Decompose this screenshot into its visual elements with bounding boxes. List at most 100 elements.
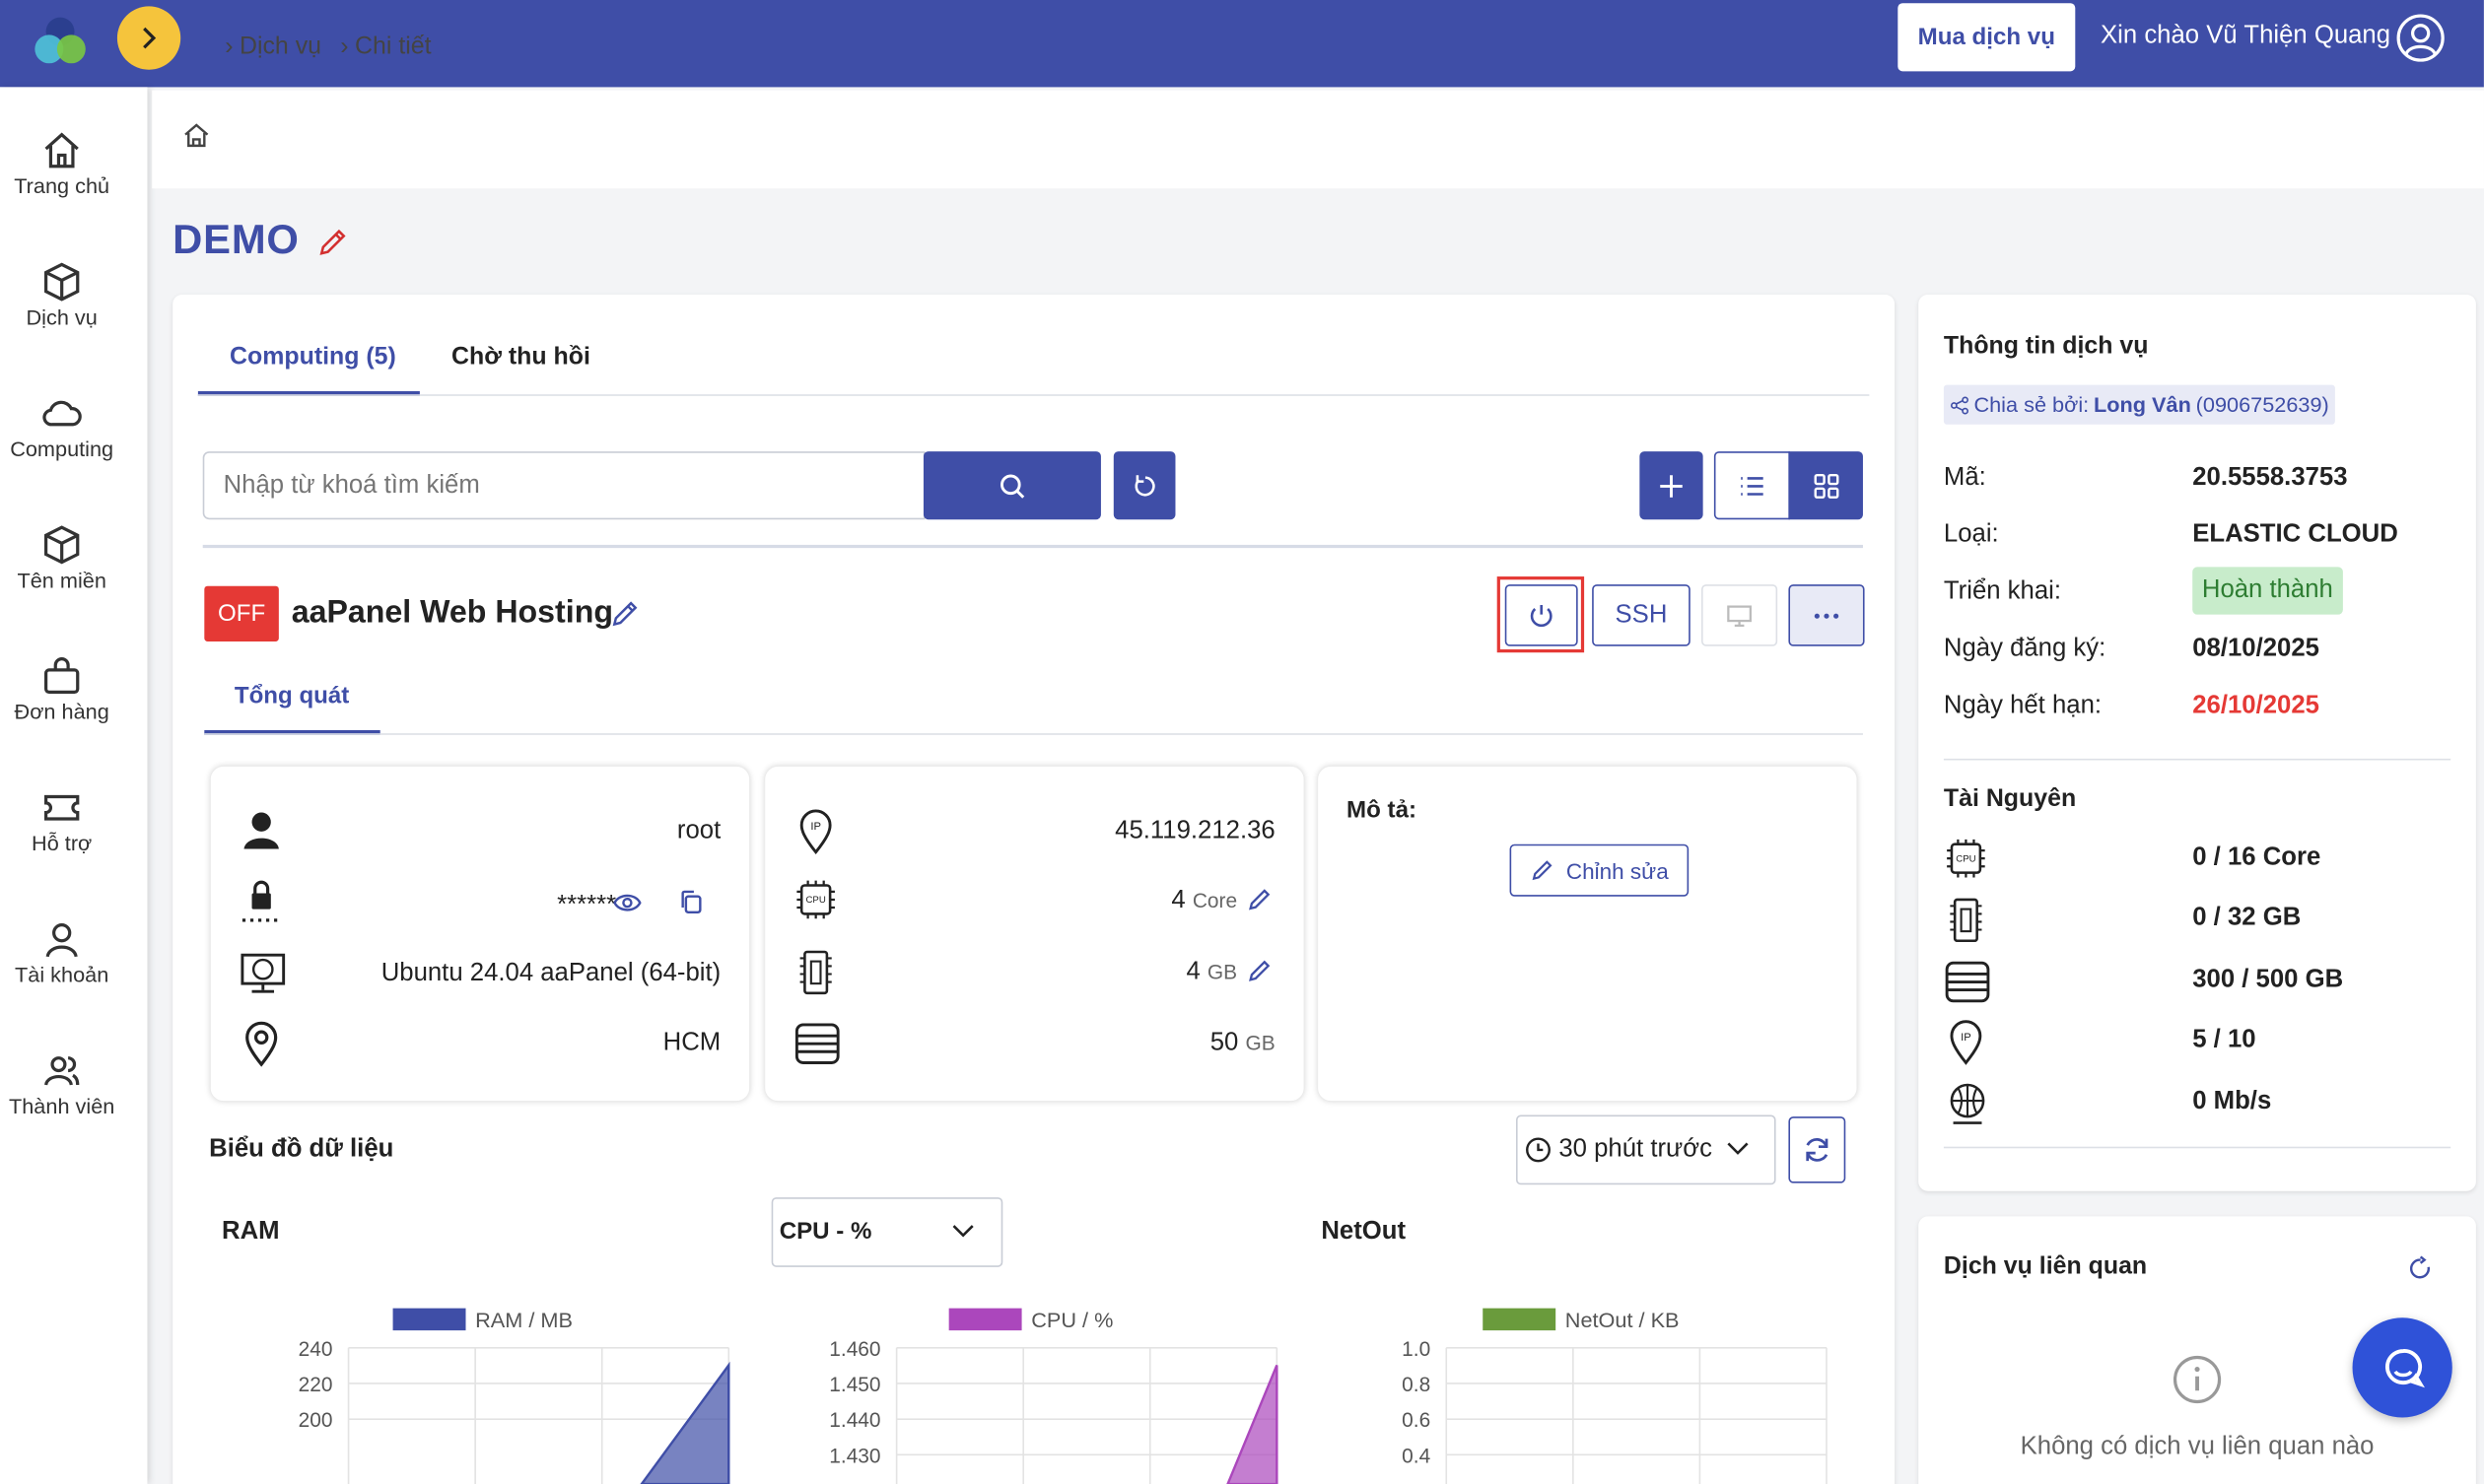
pencil-icon	[1532, 860, 1552, 881]
chevron-right-icon: ›	[225, 33, 234, 61]
home-icon[interactable]	[182, 122, 211, 149]
chat-icon	[2384, 1348, 2425, 1387]
tab-active-indicator	[197, 391, 420, 396]
edit-description-button[interactable]: Chỉnh sửa	[1509, 843, 1690, 897]
resource-bandwidth: 0 Mb/s	[1944, 1080, 2450, 1127]
ram-icon	[1950, 898, 1982, 943]
resource-bandwidth-value: 0 Mb/s	[2192, 1088, 2272, 1115]
sidebar-item-support[interactable]: Hỗ trợ	[0, 787, 123, 855]
resource-cpu: CPU 0 / 16 Core	[1944, 837, 2450, 884]
reset-button[interactable]	[1113, 451, 1176, 520]
ip-value: 45.119.212.36	[1115, 817, 1276, 844]
sidebar-item-label: Dịch vụ	[26, 305, 98, 330]
chevron-right-icon	[143, 27, 157, 49]
y-tick-label: 200	[299, 1409, 333, 1432]
box-icon	[43, 262, 80, 302]
user-row: root	[211, 808, 749, 855]
edit-name-icon[interactable]	[610, 599, 641, 630]
related-title: Dịch vụ liên quan	[1943, 1252, 2148, 1280]
expire-date-value: 26/10/2025	[2192, 692, 2319, 719]
add-button[interactable]	[1639, 451, 1703, 520]
sidebar-item-account[interactable]: Tài khoản	[0, 918, 123, 986]
grid-icon	[1813, 473, 1838, 499]
breadcrumb-item[interactable]: Chi tiết	[355, 33, 432, 61]
cpu-metric-select[interactable]: CPU - %	[771, 1197, 1003, 1267]
edit-title-icon[interactable]	[316, 227, 348, 258]
more-options-button[interactable]	[1788, 584, 1865, 646]
power-button[interactable]	[1504, 584, 1578, 646]
login-info-card: root ****** Ubuntu 24.04 aaPanel (64-bit…	[210, 766, 750, 1102]
sidebar-item-label: Tài khoản	[15, 963, 109, 987]
resource-ram-value: 0 / 32 GB	[2192, 904, 2302, 932]
legend-label: NetOut / KB	[1565, 1308, 1680, 1332]
refresh-charts-button[interactable]	[1788, 1116, 1846, 1183]
time-range-select[interactable]: 30 phút trước	[1515, 1114, 1776, 1185]
eye-icon[interactable]	[613, 892, 642, 914]
y-tick-label: 1.430	[829, 1445, 880, 1467]
password-row: ******	[211, 879, 749, 926]
location-icon	[245, 1021, 278, 1067]
sidebar-item-services[interactable]: Dịch vụ	[0, 261, 123, 329]
resource-ip: IP 5 / 10	[1944, 1018, 2450, 1065]
search-input[interactable]	[202, 451, 926, 520]
tab-pending-reclaim[interactable]: Chờ thu hồi	[451, 343, 590, 371]
tab-computing[interactable]: Computing (5)	[230, 343, 396, 371]
list-view-button[interactable]	[1713, 451, 1791, 520]
disk-unit: GB	[1245, 1031, 1276, 1055]
search-icon	[1000, 473, 1025, 498]
sidebar-item-orders[interactable]: Đơn hàng	[0, 655, 123, 724]
vm-name: aaPanel Web Hosting	[291, 595, 613, 631]
section-divider	[202, 544, 1863, 549]
refresh-icon	[1134, 474, 1154, 496]
sidebar-item-computing[interactable]: Computing	[0, 393, 123, 461]
ram-unit: GB	[1207, 960, 1238, 984]
breadcrumb-item[interactable]: Dịch vụ	[239, 33, 322, 61]
edit-cpu-icon[interactable]	[1247, 887, 1273, 912]
resource-disk-value: 300 / 500 GB	[2192, 966, 2344, 993]
divider	[1943, 758, 2451, 761]
sidebar-item-label: Tên miền	[17, 569, 106, 593]
resource-cpu-value: 0 / 16 Core	[2192, 843, 2321, 872]
sidebar-item-home[interactable]: Trang chủ	[0, 130, 123, 198]
sidebar-toggle-button[interactable]	[116, 6, 181, 70]
tabs-divider	[197, 394, 1870, 396]
shared-by-badge: Chia sẻ bởi: Long Vân (0906752639)	[1943, 384, 2336, 425]
user-avatar-icon[interactable]	[2395, 13, 2446, 63]
svg-text:IP: IP	[1961, 1032, 1971, 1044]
y-tick-label: 240	[299, 1338, 333, 1361]
sidebar-item-domains[interactable]: Tên miền	[0, 524, 123, 592]
search-button[interactable]	[923, 451, 1101, 520]
ssh-button[interactable]: SSH	[1592, 584, 1690, 646]
bag-icon	[43, 657, 80, 694]
logo-icon[interactable]	[26, 10, 96, 73]
top-bar: Mua dịch vụ Xin chào Vũ Thiện Quang	[0, 0, 2484, 88]
chat-button[interactable]	[2352, 1317, 2452, 1418]
disk-icon	[794, 1023, 840, 1064]
disk-number: 50	[1209, 1029, 1239, 1057]
grid-view-button[interactable]	[1788, 451, 1863, 520]
legend-swatch	[948, 1308, 1022, 1331]
disk-icon	[1945, 961, 1990, 1003]
console-button[interactable]	[1701, 584, 1778, 646]
buy-service-button[interactable]: Mua dịch vụ	[1898, 3, 2076, 72]
home-icon	[44, 132, 79, 169]
service-info-card	[1918, 294, 2476, 1191]
tab-overview[interactable]: Tổng quát	[234, 682, 350, 710]
sidebar-item-label: Computing	[10, 437, 114, 461]
legend-swatch	[392, 1308, 466, 1331]
register-date-value: 08/10/2025	[2192, 635, 2319, 662]
refresh-icon[interactable]	[2408, 1255, 2434, 1282]
sidebar-item-members[interactable]: Thành viên	[0, 1050, 123, 1118]
disk-row: 50 GB	[765, 1020, 1303, 1067]
location-row: HCM	[211, 1020, 749, 1067]
share-icon	[1950, 395, 1968, 414]
greeting-text: Xin chào Vũ Thiện Quang	[2101, 22, 2391, 49]
shared-phone: (0906752639)	[2195, 392, 2329, 417]
chevron-down-icon	[1727, 1142, 1749, 1155]
subtab-divider	[204, 733, 1863, 735]
edit-ram-icon[interactable]	[1247, 958, 1273, 983]
os-icon	[241, 953, 286, 993]
svg-text:IP: IP	[810, 821, 821, 833]
copy-icon[interactable]	[678, 889, 704, 915]
y-tick-label: 220	[299, 1374, 333, 1396]
